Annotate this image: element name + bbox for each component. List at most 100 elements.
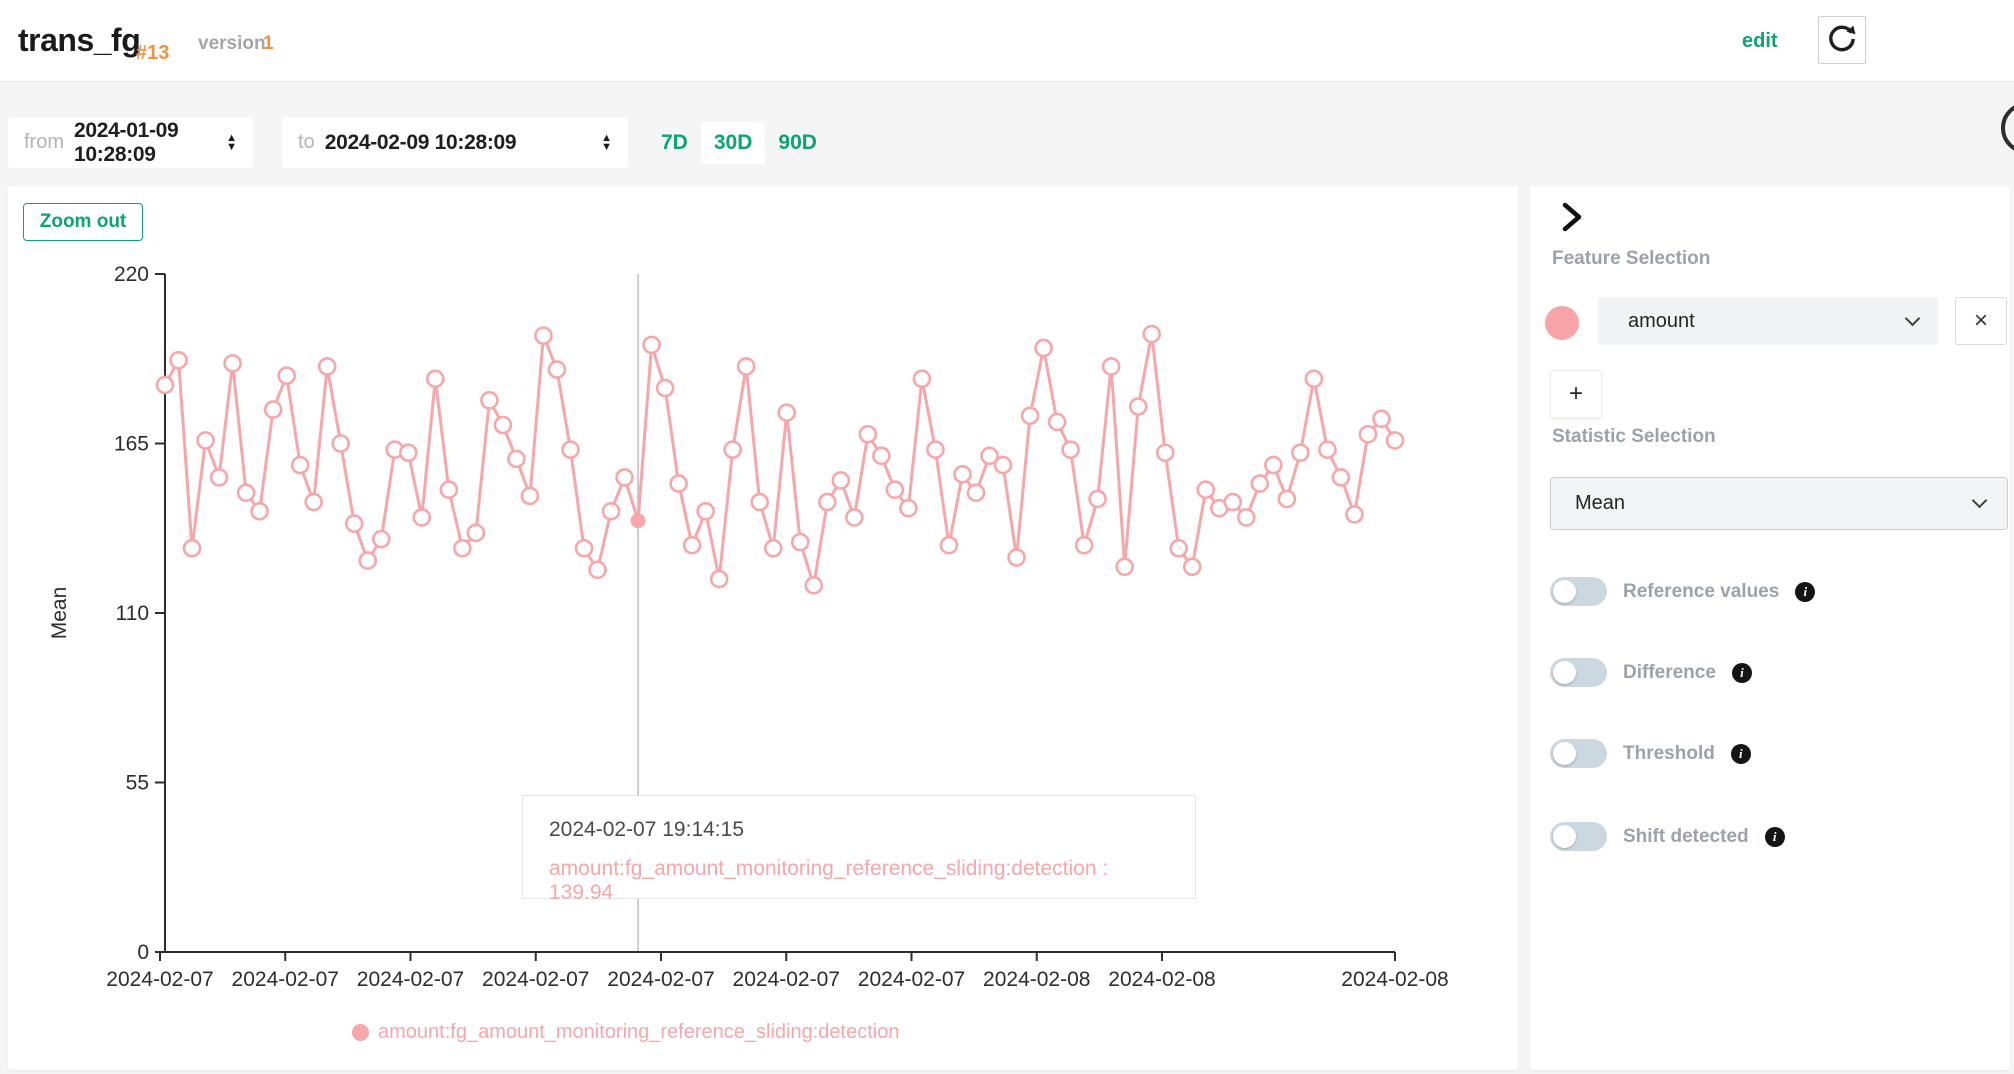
data-point[interactable] [1358, 424, 1378, 444]
from-datetime-picker[interactable]: from 2024-01-09 10:28:09 ▲ ▼ [8, 117, 253, 168]
data-point[interactable] [1061, 440, 1080, 459]
data-point[interactable] [439, 480, 459, 500]
info-icon[interactable]: i [1730, 743, 1751, 764]
reference-values-toggle[interactable] [1550, 577, 1607, 606]
feature-select[interactable]: amount [1598, 297, 1938, 345]
data-point[interactable] [453, 538, 472, 558]
data-point[interactable] [1047, 412, 1067, 432]
data-point[interactable] [290, 455, 310, 475]
data-point[interactable] [1223, 492, 1243, 512]
statistic-select[interactable]: Mean [1550, 477, 2008, 530]
data-point[interactable] [547, 360, 567, 379]
data-point[interactable] [426, 369, 445, 389]
data-point[interactable] [1196, 480, 1216, 500]
data-point[interactable] [953, 465, 972, 484]
data-point[interactable] [1034, 338, 1053, 358]
collapse-sidebar-button[interactable] [1554, 200, 1590, 236]
refresh-button[interactable] [1818, 16, 1866, 64]
data-point[interactable] [872, 446, 891, 466]
shift-detected-toggle[interactable] [1550, 822, 1607, 851]
data-point[interactable] [858, 424, 878, 444]
data-point[interactable] [263, 400, 283, 419]
data-point[interactable] [223, 354, 242, 373]
data-point[interactable] [155, 375, 175, 395]
data-point[interactable] [723, 440, 742, 459]
data-point[interactable] [534, 326, 553, 345]
data-point[interactable] [493, 415, 513, 435]
data-point[interactable] [344, 514, 364, 533]
data-point[interactable] [277, 366, 296, 385]
data-point[interactable] [561, 440, 580, 459]
data-point[interactable] [1074, 535, 1094, 555]
remove-feature-button[interactable]: × [1955, 297, 2007, 345]
data-point[interactable] [398, 443, 418, 463]
data-point[interactable] [966, 483, 986, 503]
data-point[interactable] [1101, 357, 1121, 376]
threshold-toggle[interactable] [1550, 739, 1607, 768]
range-button-30d[interactable]: 30D [700, 121, 766, 164]
data-point[interactable] [1169, 538, 1189, 558]
data-point[interactable] [1155, 443, 1175, 463]
data-point[interactable] [412, 508, 432, 527]
data-point[interactable] [574, 538, 594, 558]
data-point[interactable] [304, 492, 323, 512]
data-point[interactable] [1264, 455, 1283, 475]
data-point[interactable] [615, 468, 634, 487]
info-icon[interactable]: i [1731, 662, 1752, 683]
data-point[interactable] [1250, 474, 1270, 493]
data-point[interactable] [696, 501, 715, 521]
data-point[interactable] [331, 434, 351, 453]
data-point[interactable] [790, 532, 810, 552]
data-point[interactable] [818, 492, 837, 512]
data-point[interactable] [601, 501, 621, 521]
data-point[interactable] [358, 551, 378, 570]
data-point[interactable] [669, 474, 688, 493]
data-point[interactable] [682, 535, 702, 555]
data-point[interactable] [1345, 505, 1364, 524]
data-point[interactable] [1007, 548, 1026, 567]
data-point[interactable] [1318, 440, 1337, 459]
data-point[interactable] [1385, 431, 1405, 450]
datetime-stepper-icon[interactable]: ▲ ▼ [226, 131, 237, 153]
data-point[interactable] [655, 378, 675, 398]
data-point[interactable] [466, 523, 486, 543]
data-point[interactable] [899, 498, 918, 518]
data-point[interactable] [642, 335, 661, 355]
to-datetime-picker[interactable]: to 2024-02-09 10:28:09 ▲ ▼ [282, 117, 628, 168]
data-point[interactable] [371, 529, 391, 549]
timeseries-chart[interactable]: 220 165 110 55 0 Mean 2024-02-07 2024-02-07 2024… [8, 186, 1518, 1070]
range-button-90d[interactable]: 90D [765, 122, 830, 164]
data-point[interactable] [1291, 443, 1310, 463]
zoom-out-button[interactable]: Zoom out [23, 203, 143, 241]
data-point[interactable] [588, 560, 607, 580]
data-point[interactable] [1182, 557, 1202, 577]
data-point[interactable] [939, 535, 959, 555]
data-point[interactable] [1372, 409, 1391, 429]
difference-toggle[interactable] [1550, 658, 1607, 687]
data-point[interactable] [196, 431, 215, 450]
datetime-stepper-icon[interactable]: ▲ ▼ [601, 131, 612, 153]
data-point[interactable] [709, 569, 729, 589]
data-point[interactable] [169, 350, 188, 370]
data-point[interactable] [993, 455, 1013, 475]
data-point[interactable] [804, 575, 824, 595]
info-icon[interactable]: i [1795, 581, 1816, 602]
info-icon[interactable]: i [1764, 826, 1785, 847]
edit-button[interactable]: edit [1742, 30, 1778, 52]
chart-legend[interactable]: amount:fg_amount_monitoring_reference_sl… [352, 1021, 899, 1044]
from-value[interactable]: 2024-01-09 10:28:09 [74, 118, 179, 166]
data-point[interactable] [507, 449, 526, 469]
data-point[interactable] [1128, 397, 1148, 416]
data-point[interactable] [1088, 489, 1107, 509]
data-point[interactable] [317, 357, 337, 376]
data-point[interactable] [250, 501, 269, 521]
data-point[interactable] [926, 440, 945, 459]
data-point[interactable] [980, 446, 999, 466]
data-point[interactable] [520, 486, 540, 506]
data-point[interactable] [763, 538, 783, 558]
data-point[interactable] [912, 369, 932, 389]
data-point[interactable] [885, 480, 905, 500]
data-point[interactable] [777, 403, 797, 422]
to-value[interactable]: 2024-02-09 10:28:09 [324, 130, 517, 154]
data-point[interactable] [1277, 489, 1297, 509]
